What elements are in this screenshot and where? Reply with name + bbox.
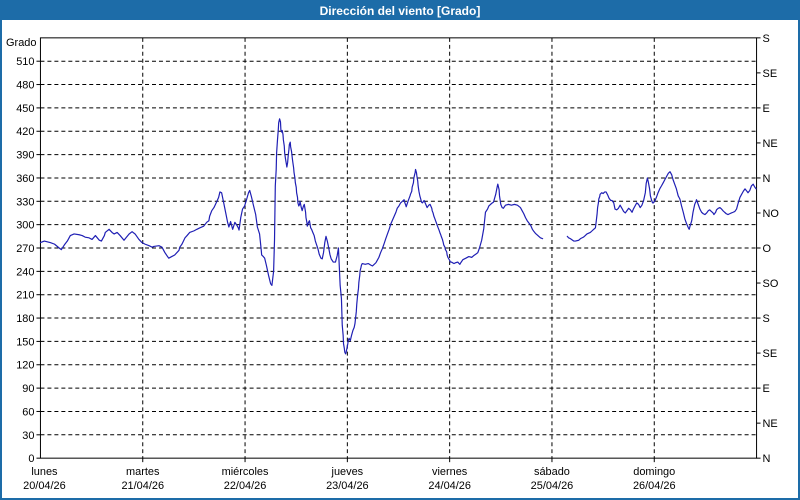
y-left-tick-label: 60 <box>22 406 34 418</box>
x-date-label: 22/04/26 <box>224 480 267 492</box>
x-date-label: 21/04/26 <box>121 480 164 492</box>
y-right-tick-label: N <box>763 453 771 465</box>
y-right-tick-label: SO <box>763 278 779 290</box>
x-date-label: 24/04/26 <box>428 480 471 492</box>
y-left-tick-label: 390 <box>16 150 34 162</box>
y-right-tick-label: N <box>763 173 771 185</box>
x-date-label: 23/04/26 <box>326 480 369 492</box>
y-right-tick-label: SE <box>763 68 778 80</box>
y-left-tick-label: 360 <box>16 173 34 185</box>
y-right-tick-label: SE <box>763 348 778 360</box>
y-right-tick-label: NE <box>763 418 778 430</box>
y-left-tick-label: 270 <box>16 243 34 255</box>
y-right-tick-label: NE <box>763 138 778 150</box>
x-day-label: sábado <box>534 466 570 478</box>
page-title: Dirección del viento [Grado] <box>319 4 481 18</box>
y-left-tick-label: 300 <box>16 220 34 232</box>
y-right-tick-label: E <box>763 103 770 115</box>
x-day-label: domingo <box>633 466 675 478</box>
y-left-tick-label: 510 <box>16 56 34 68</box>
y-left-tick-label: 240 <box>16 266 34 278</box>
y-left-axis-title: Grado <box>6 37 36 49</box>
y-right-tick-label: S <box>763 313 770 325</box>
wind-direction-series <box>566 171 757 242</box>
y-left-tick-label: 90 <box>22 383 34 395</box>
x-date-label: 26/04/26 <box>633 480 676 492</box>
y-left-tick-label: 150 <box>16 336 34 348</box>
x-day-label: miércoles <box>222 466 269 478</box>
y-left-tick-label: 0 <box>28 453 34 465</box>
y-left-tick-label: 450 <box>16 103 34 115</box>
y-right-tick-label: NO <box>763 208 779 220</box>
y-left-tick-label: 420 <box>16 126 34 138</box>
title-bar: Dirección del viento [Grado] <box>2 2 798 20</box>
x-day-label: viernes <box>432 466 468 478</box>
y-left-tick-label: 30 <box>22 430 34 442</box>
wind-direction-series <box>39 118 544 355</box>
y-right-tick-label: S <box>763 33 770 45</box>
x-date-label: 25/04/26 <box>531 480 574 492</box>
y-right-tick-label: E <box>763 383 770 395</box>
y-right-tick-label: O <box>763 243 772 255</box>
y-left-tick-label: 210 <box>16 290 34 302</box>
x-day-label: martes <box>126 466 160 478</box>
y-left-tick-label: 120 <box>16 360 34 372</box>
x-date-label: 20/04/26 <box>23 480 66 492</box>
x-day-label: lunes <box>31 466 58 478</box>
y-left-tick-label: 180 <box>16 313 34 325</box>
y-left-tick-label: 330 <box>16 196 34 208</box>
x-day-label: jueves <box>331 466 364 478</box>
y-left-tick-label: 480 <box>16 80 34 92</box>
